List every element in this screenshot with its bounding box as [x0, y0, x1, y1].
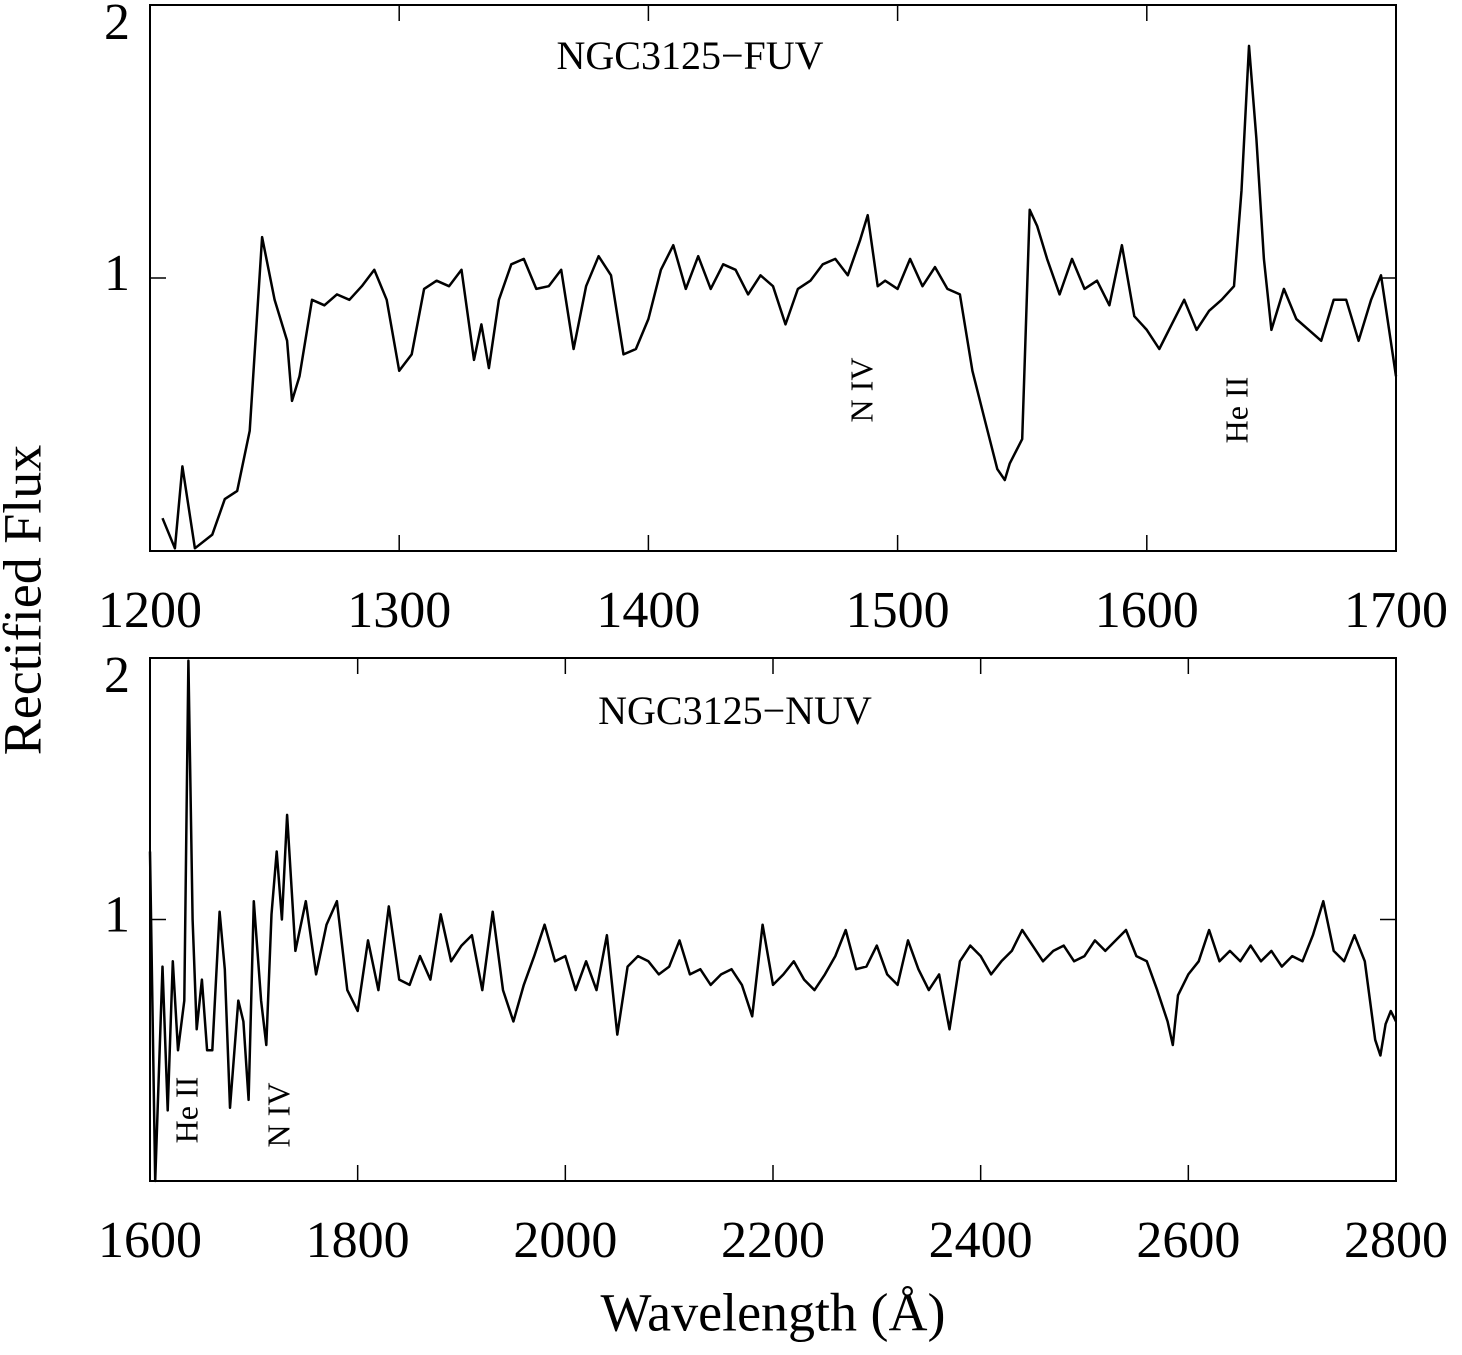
y-tick-label: 2 [104, 0, 130, 51]
spectrum-line [161, 44, 1398, 550]
panel-title: NGC3125−FUV [556, 33, 823, 78]
line-annotation: He II [1218, 377, 1254, 444]
x-tick-label: 1700 [1344, 582, 1448, 639]
x-tick-label: 2000 [513, 1212, 617, 1269]
x-tick-label: 2400 [929, 1212, 1033, 1269]
x-tick-label: 1300 [347, 582, 451, 639]
x-tick-label: 1400 [596, 582, 700, 639]
line-annotation: N IV [260, 1083, 296, 1148]
x-tick-label: 2800 [1344, 1212, 1448, 1269]
x-tick-label: 2200 [721, 1212, 825, 1269]
x-tick-label: 1600 [98, 1212, 202, 1269]
y-tick-label: 1 [104, 245, 130, 302]
x-axis-label: Wavelength (Å) [600, 1282, 945, 1342]
y-tick-label: 1 [104, 886, 130, 943]
y-axis-label: Rectified Flux [0, 445, 52, 755]
line-annotation: He II [168, 1077, 204, 1144]
x-tick-label: 1800 [306, 1212, 410, 1269]
x-tick-label: 2600 [1136, 1212, 1240, 1269]
y-tick-label: 2 [104, 647, 130, 704]
panel-title: NGC3125−NUV [598, 688, 872, 733]
x-tick-label: 1200 [98, 582, 202, 639]
line-annotation: N IV [843, 358, 879, 423]
plot-frame [149, 4, 1397, 552]
x-tick-label: 1600 [1095, 582, 1199, 639]
spectrum-line [148, 659, 1398, 1183]
plot-frame [149, 657, 1397, 1182]
x-tick-label: 1500 [846, 582, 950, 639]
